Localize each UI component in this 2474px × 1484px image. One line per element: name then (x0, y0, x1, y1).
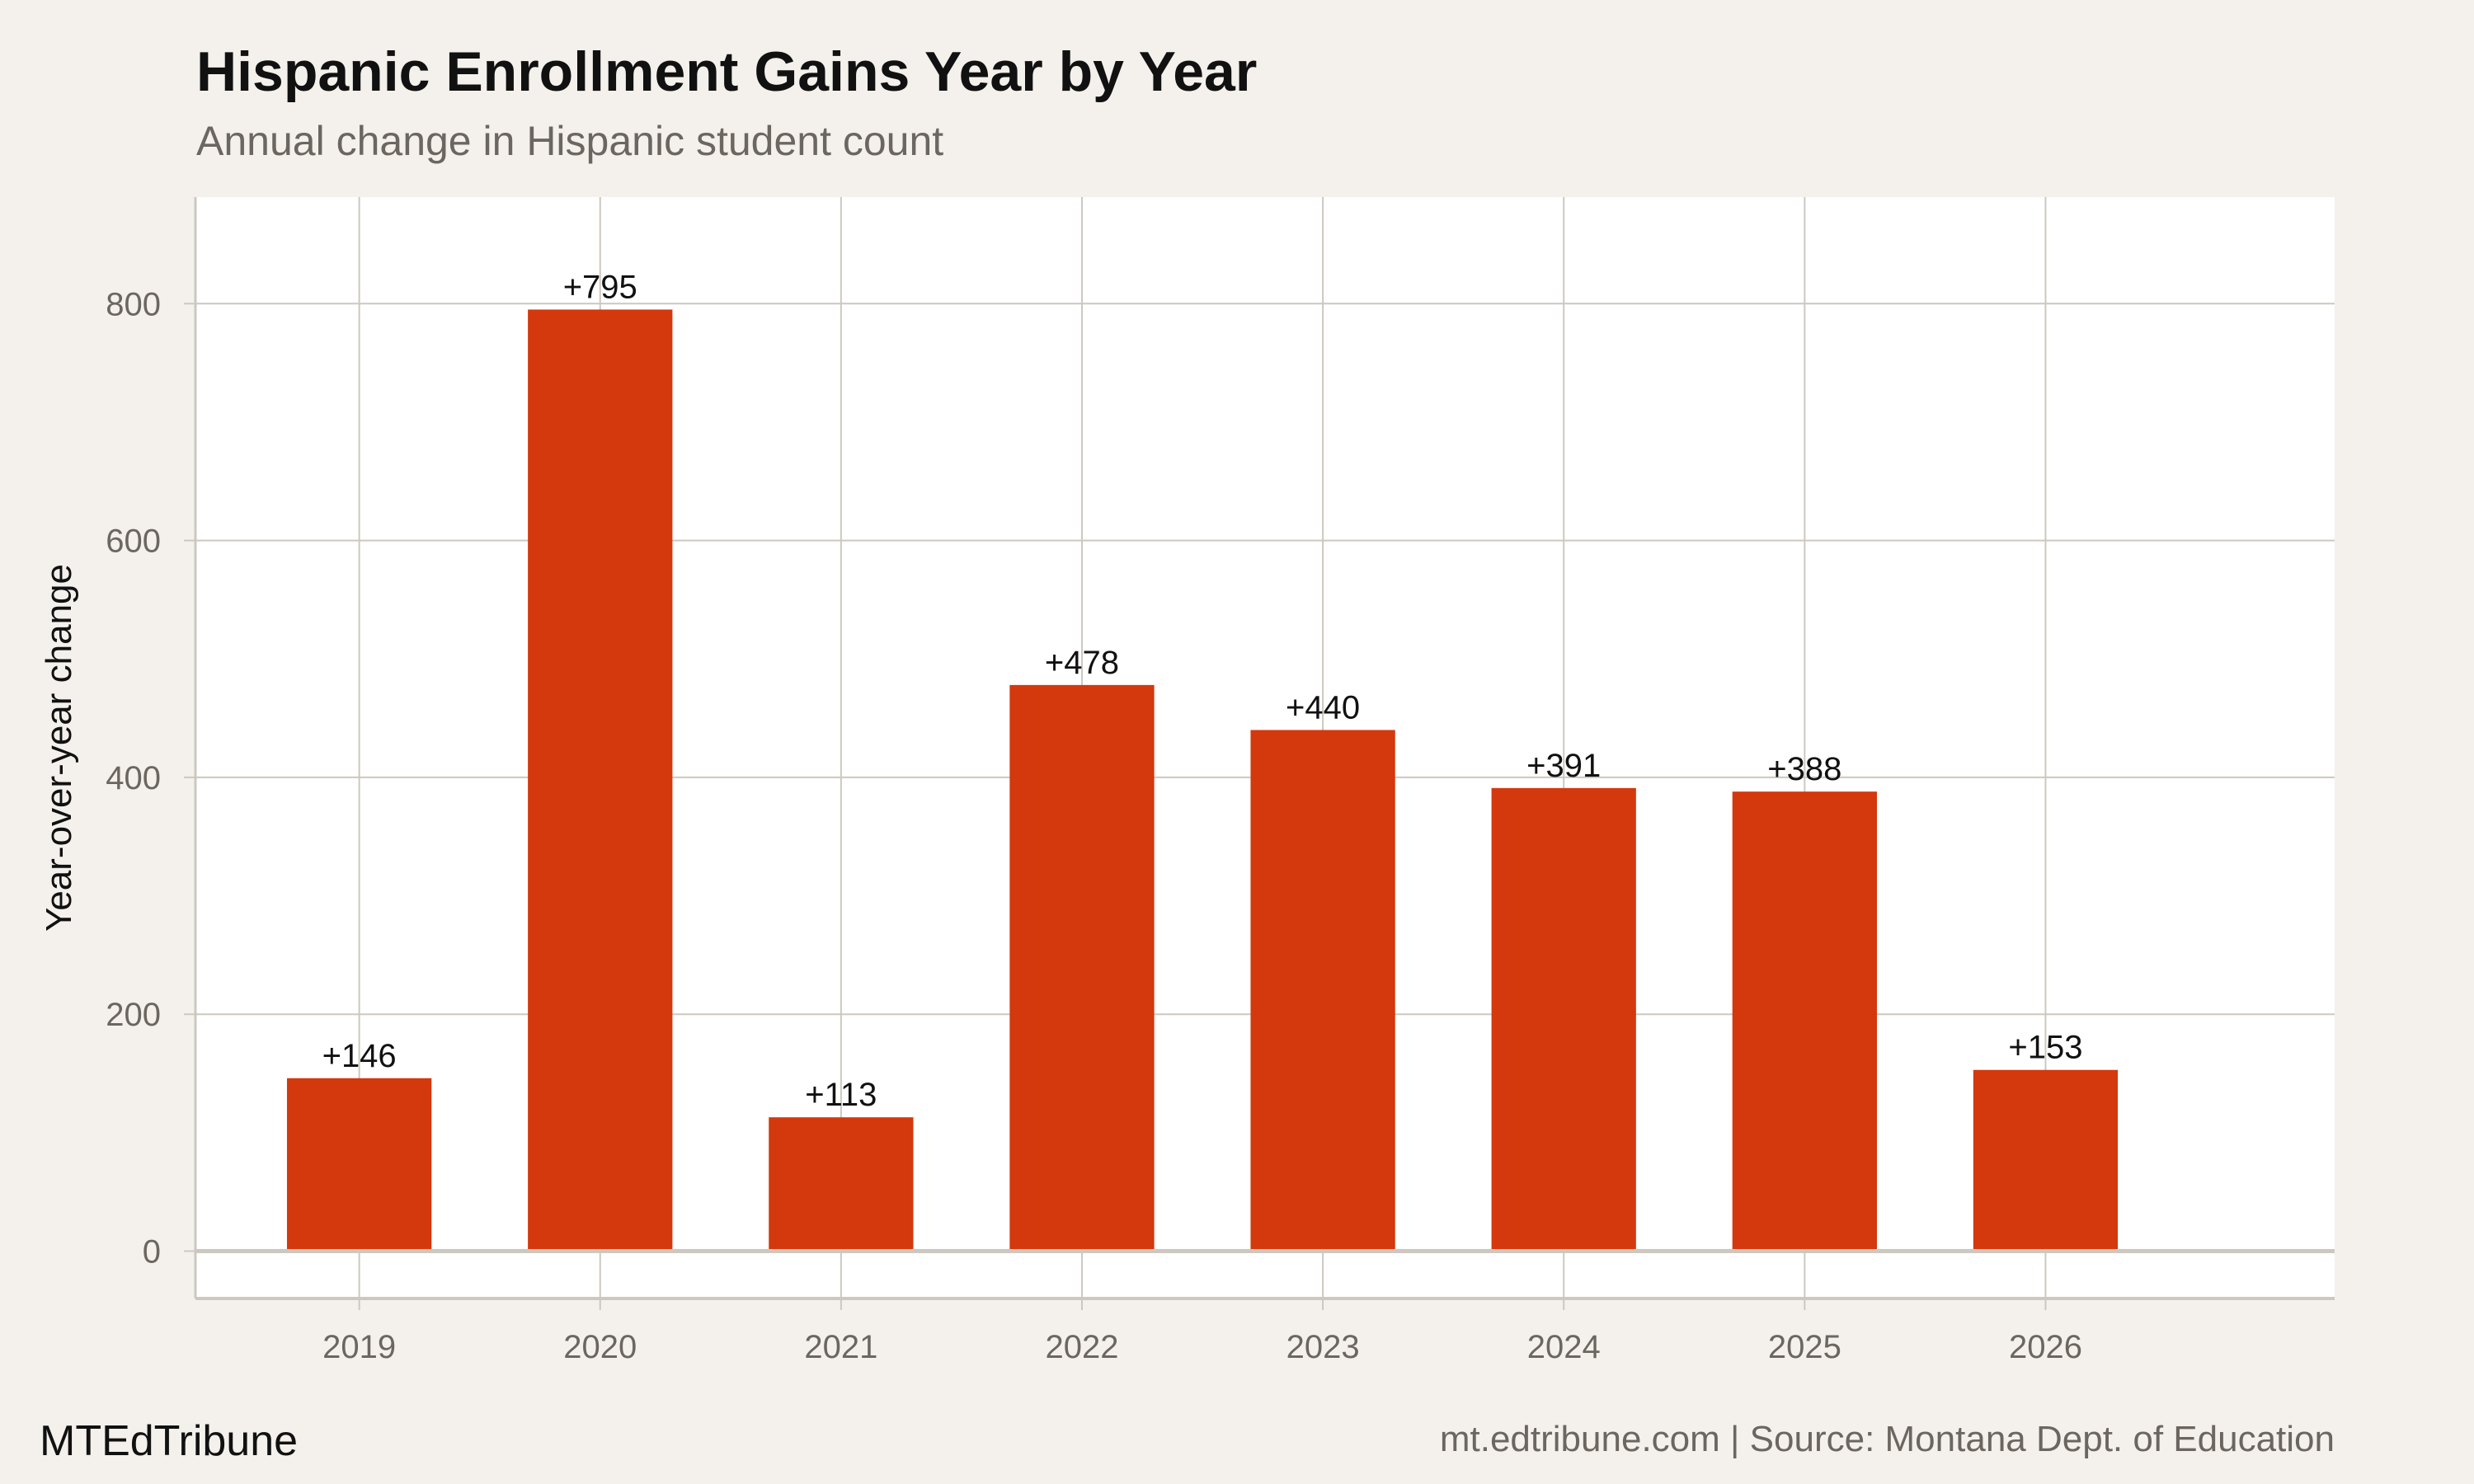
y-tick-label: 0 (143, 1234, 161, 1270)
bar-value-label: +478 (1045, 645, 1119, 681)
bar-value-label: +146 (322, 1038, 397, 1074)
x-tick-label: 2026 (2009, 1329, 2082, 1365)
x-tick-label: 2023 (1286, 1329, 1360, 1365)
bars (287, 309, 2119, 1252)
bar-2021 (769, 1117, 914, 1252)
bar-labels: +146 +795 +113 +478 +440 +391 +388 +153 (322, 269, 2083, 1113)
x-tick-label: 2022 (1045, 1329, 1118, 1365)
source-label: mt.edtribune.com | Source: Montana Dept.… (1440, 1419, 2335, 1459)
bar-2020 (528, 309, 673, 1252)
bar-value-label: +153 (2008, 1030, 2082, 1066)
bar-2022 (1009, 684, 1155, 1252)
y-tick-label: 200 (106, 997, 161, 1033)
y-tick-label: 800 (106, 286, 161, 322)
bar-2023 (1250, 730, 1395, 1252)
bar-value-label: +113 (805, 1077, 877, 1113)
bar-value-label: +388 (1767, 751, 1841, 787)
y-tick-label: 600 (106, 524, 161, 560)
x-tick-label: 2025 (1768, 1329, 1841, 1365)
bar-2026 (1973, 1069, 2119, 1252)
brand-label: MTEdTribune (40, 1417, 298, 1465)
y-tick-label: 400 (106, 760, 161, 796)
chart-title: Hispanic Enrollment Gains Year by Year (196, 40, 1257, 103)
chart-subtitle: Annual change in Hispanic student count (196, 118, 943, 164)
bar-2024 (1491, 787, 1636, 1252)
bar-value-label: +795 (563, 269, 637, 305)
bar-2019 (287, 1078, 432, 1252)
x-tick-label: 2021 (804, 1329, 877, 1365)
x-tick-label: 2020 (563, 1329, 637, 1365)
axes: 0 200 400 600 800 2019 2020 2021 2022 2023 2024 202… (106, 197, 2335, 1365)
x-tick-label: 2024 (1527, 1329, 1601, 1365)
x-tick-label: 2019 (322, 1329, 396, 1365)
y-axis-label: Year-over-year change (39, 564, 79, 932)
bar-value-label: +440 (1286, 689, 1360, 726)
bar-2025 (1732, 791, 1877, 1252)
bar-value-label: +391 (1526, 748, 1601, 784)
